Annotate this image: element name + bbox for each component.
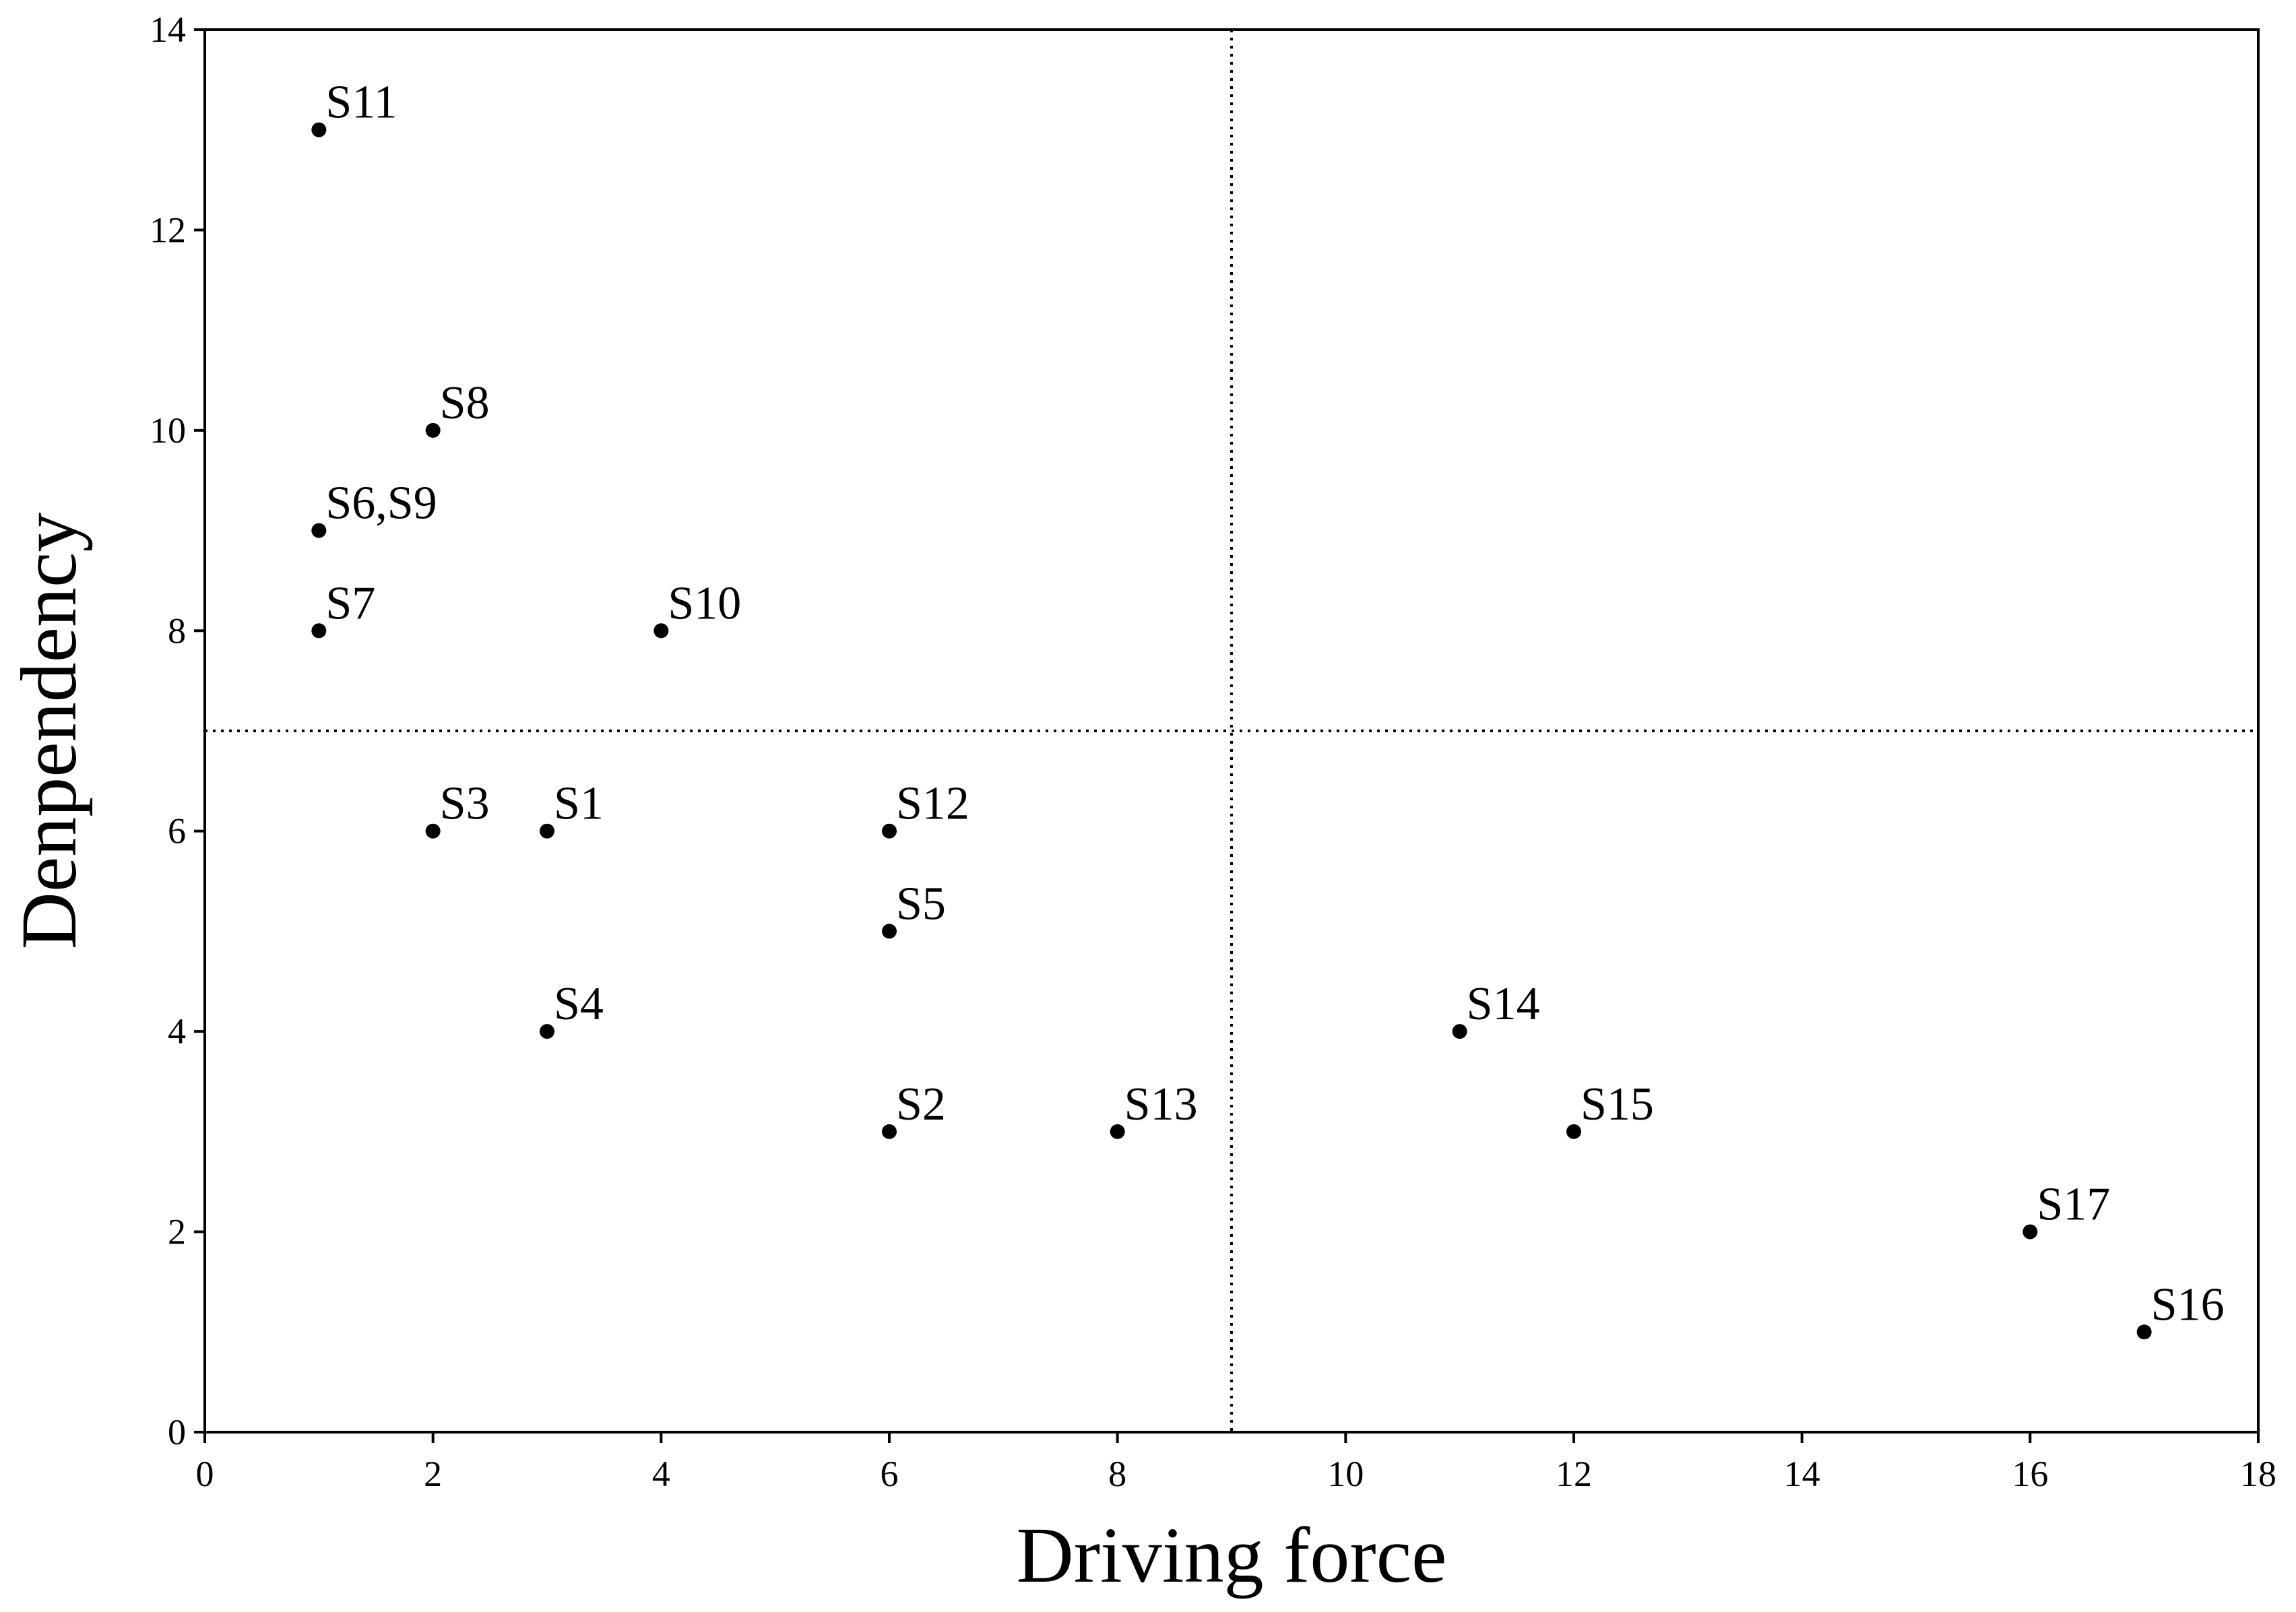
x-tick-label: 4 [652, 1454, 670, 1494]
data-point [540, 823, 554, 839]
data-point-label: S17 [2037, 1179, 2110, 1231]
data-point-label: S7 [325, 577, 375, 629]
x-tick-label: 10 [1327, 1454, 1364, 1494]
data-point-label: S5 [896, 878, 946, 930]
y-tick-label: 14 [150, 9, 186, 50]
data-point [311, 523, 327, 538]
x-tick-label: 8 [1108, 1454, 1126, 1494]
data-point-label: S10 [668, 577, 741, 629]
data-point [882, 1124, 897, 1139]
y-tick-label: 4 [168, 1011, 186, 1052]
data-point-label: S14 [1467, 978, 1540, 1030]
y-tick-label: 0 [168, 1412, 186, 1452]
y-tick-label: 8 [168, 610, 186, 651]
data-point-label: S6,S9 [325, 478, 437, 529]
y-tick-label: 12 [150, 209, 186, 250]
data-point [311, 122, 327, 137]
x-tick-label: 16 [2012, 1454, 2048, 1494]
data-point-label: S13 [1124, 1078, 1198, 1130]
y-axis-title: Denpendency [5, 513, 93, 950]
x-tick-label: 6 [881, 1454, 899, 1494]
data-point [2136, 1324, 2152, 1340]
data-point [653, 623, 669, 639]
data-point-label: S11 [325, 77, 397, 129]
x-tick-label: 14 [1784, 1454, 1820, 1494]
data-point [2022, 1224, 2038, 1239]
data-point-label: S1 [554, 778, 604, 830]
data-point-label: S12 [896, 778, 969, 830]
data-point [1452, 1024, 1467, 1039]
data-point [1110, 1124, 1125, 1139]
data-point [425, 422, 441, 438]
data-point-label: S8 [440, 377, 490, 429]
data-point-label: S2 [896, 1078, 946, 1130]
plot-frame [203, 28, 2260, 1433]
y-tick-label: 10 [150, 410, 186, 451]
x-axis-title: Driving force [1017, 1511, 1447, 1599]
y-tick-label: 6 [168, 811, 186, 851]
data-point [882, 823, 897, 839]
data-point-label: S16 [2151, 1279, 2225, 1330]
y-tick-label: 2 [168, 1212, 186, 1252]
x-tick-label: 18 [2240, 1454, 2276, 1494]
x-tick-label: 12 [1556, 1454, 1592, 1494]
data-point [311, 623, 327, 639]
reference-lines [205, 30, 2258, 1432]
y-axis-ticks: 0 2 4 6 8 10 12 14 [150, 9, 205, 1452]
x-tick-label: 0 [196, 1454, 214, 1494]
data-point-label: S3 [440, 778, 490, 830]
x-tick-label: 2 [424, 1454, 442, 1494]
data-point [425, 823, 441, 839]
x-axis-ticks: 0 2 4 6 8 10 12 14 16 18 [196, 1432, 2276, 1494]
data-point [540, 1024, 554, 1039]
data-point-label: S4 [554, 978, 604, 1030]
data-point [882, 924, 897, 939]
data-point-label: S15 [1581, 1078, 1654, 1130]
data-point [1566, 1124, 1581, 1139]
